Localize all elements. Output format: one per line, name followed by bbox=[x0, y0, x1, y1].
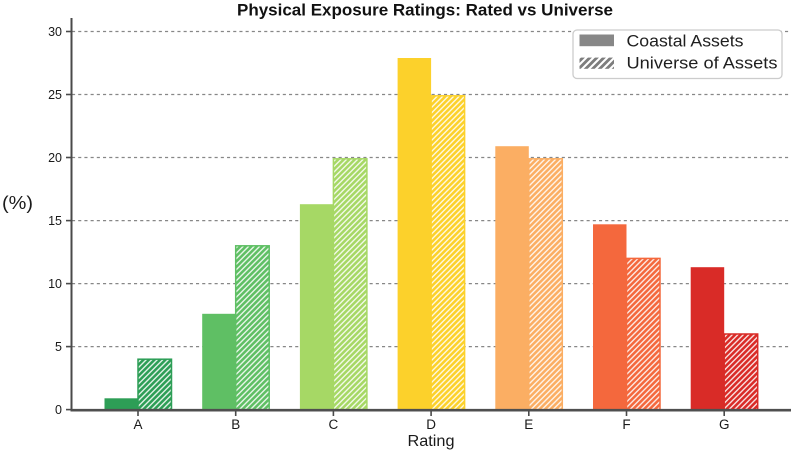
svg-text:F: F bbox=[622, 417, 630, 432]
svg-text:Physical Exposure Ratings: Rat: Physical Exposure Ratings: Rated vs Univ… bbox=[237, 1, 613, 20]
svg-text:0: 0 bbox=[55, 403, 62, 417]
svg-text:30: 30 bbox=[48, 25, 62, 39]
svg-text:15: 15 bbox=[48, 214, 62, 228]
svg-text:25: 25 bbox=[48, 88, 62, 102]
svg-text:Coastal Assets: Coastal Assets bbox=[627, 32, 744, 51]
svg-text:(%): (%) bbox=[2, 193, 33, 213]
svg-text:Universe of Assets: Universe of Assets bbox=[627, 54, 778, 73]
svg-text:B: B bbox=[231, 417, 240, 432]
svg-text:E: E bbox=[524, 417, 533, 432]
svg-text:C: C bbox=[329, 417, 339, 432]
svg-text:10: 10 bbox=[48, 277, 62, 291]
svg-text:Rating: Rating bbox=[408, 433, 455, 450]
svg-text:G: G bbox=[719, 417, 730, 432]
svg-text:D: D bbox=[426, 417, 436, 432]
svg-text:A: A bbox=[133, 417, 142, 432]
svg-text:20: 20 bbox=[48, 151, 62, 165]
svg-text:5: 5 bbox=[55, 340, 62, 354]
